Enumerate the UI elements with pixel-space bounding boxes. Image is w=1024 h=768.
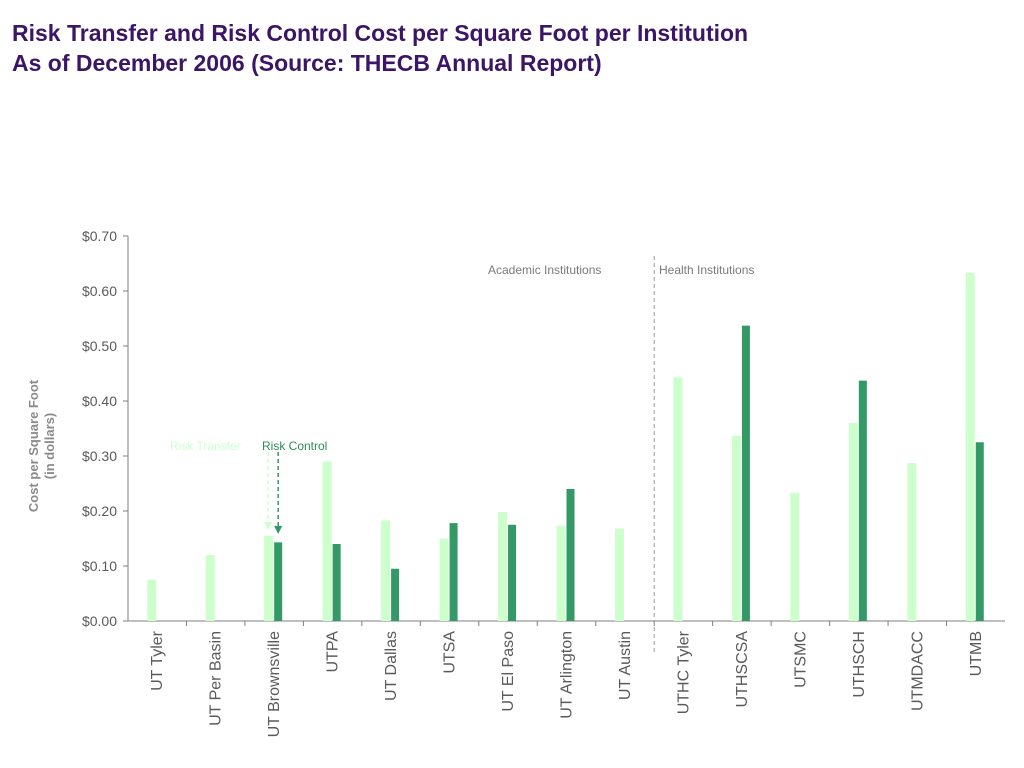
- bar-risk-transfer: [498, 512, 508, 621]
- bar-risk-transfer: [264, 535, 274, 621]
- y-tick-label: $0.70: [82, 228, 117, 244]
- x-tick-label: UTSA: [442, 631, 459, 674]
- x-tick-label: UT Brownsville: [266, 631, 283, 738]
- bar-risk-control: [274, 542, 283, 621]
- bar-risk-control: [566, 489, 575, 621]
- y-tick-label: $0.20: [82, 503, 117, 519]
- legend-arrowhead-risk-transfer: [264, 522, 273, 530]
- legend-arrowhead-risk-control: [274, 526, 283, 534]
- bar-risk-control: [858, 380, 867, 621]
- bar-risk-transfer: [147, 579, 157, 621]
- legend-risk-control: Risk Control: [262, 439, 328, 453]
- x-tick-label: UTPA: [325, 631, 342, 673]
- bar-risk-control: [332, 544, 341, 621]
- bar-risk-transfer: [907, 463, 917, 621]
- y-tick-label: $0.50: [82, 338, 117, 354]
- title-line-2: As of December 2006 (Source: THECB Annua…: [12, 50, 602, 76]
- x-tick-label: UTMDACC: [909, 631, 926, 711]
- legend-risk-transfer: Risk Transfer: [170, 439, 241, 453]
- chart-title: Risk Transfer and Risk Control Cost per …: [12, 18, 748, 78]
- x-tick-label: UT Per Basin: [208, 631, 225, 726]
- group-label-academic: Academic Institutions: [488, 263, 602, 277]
- bar-risk-transfer: [322, 461, 332, 621]
- y-tick-label: $0.40: [82, 393, 117, 409]
- x-tick-label: UTHSCH: [851, 631, 868, 698]
- bar-risk-transfer: [965, 272, 975, 621]
- x-tick-label: UTHSCSA: [734, 631, 751, 708]
- x-tick-label: UTMB: [968, 631, 985, 676]
- bar-risk-transfer: [673, 377, 683, 621]
- x-tick-label: UTSMC: [792, 631, 809, 688]
- y-tick-label: $0.60: [82, 283, 117, 299]
- bar-risk-transfer: [556, 525, 566, 621]
- x-tick-label: UT Dallas: [383, 631, 400, 701]
- x-tick-label: UT Austin: [617, 631, 634, 700]
- x-tick-label: UT El Paso: [500, 631, 517, 712]
- bar-risk-control: [741, 325, 750, 621]
- bar-risk-transfer: [790, 492, 800, 621]
- x-tick-label: UT Tyler: [149, 630, 166, 691]
- title-line-1: Risk Transfer and Risk Control Cost per …: [12, 20, 749, 46]
- bar-risk-control: [449, 523, 458, 621]
- bar-risk-transfer: [381, 520, 391, 621]
- group-label-health: Health Institutions: [659, 263, 755, 277]
- bar-risk-transfer: [614, 528, 624, 621]
- y-tick-label: $0.00: [82, 613, 117, 629]
- bar-risk-transfer: [848, 423, 858, 621]
- bar-risk-control: [508, 524, 517, 621]
- bar-risk-transfer: [731, 435, 741, 621]
- y-tick-label: $0.30: [82, 448, 117, 464]
- bar-risk-control: [391, 568, 400, 621]
- y-tick-label: $0.10: [82, 558, 117, 574]
- x-tick-label: UT Arlington: [559, 631, 576, 719]
- bar-risk-transfer: [205, 555, 215, 621]
- x-tick-label: UTHC Tyler: [675, 630, 692, 714]
- bar-risk-transfer: [439, 538, 449, 621]
- bar-risk-control: [975, 442, 984, 621]
